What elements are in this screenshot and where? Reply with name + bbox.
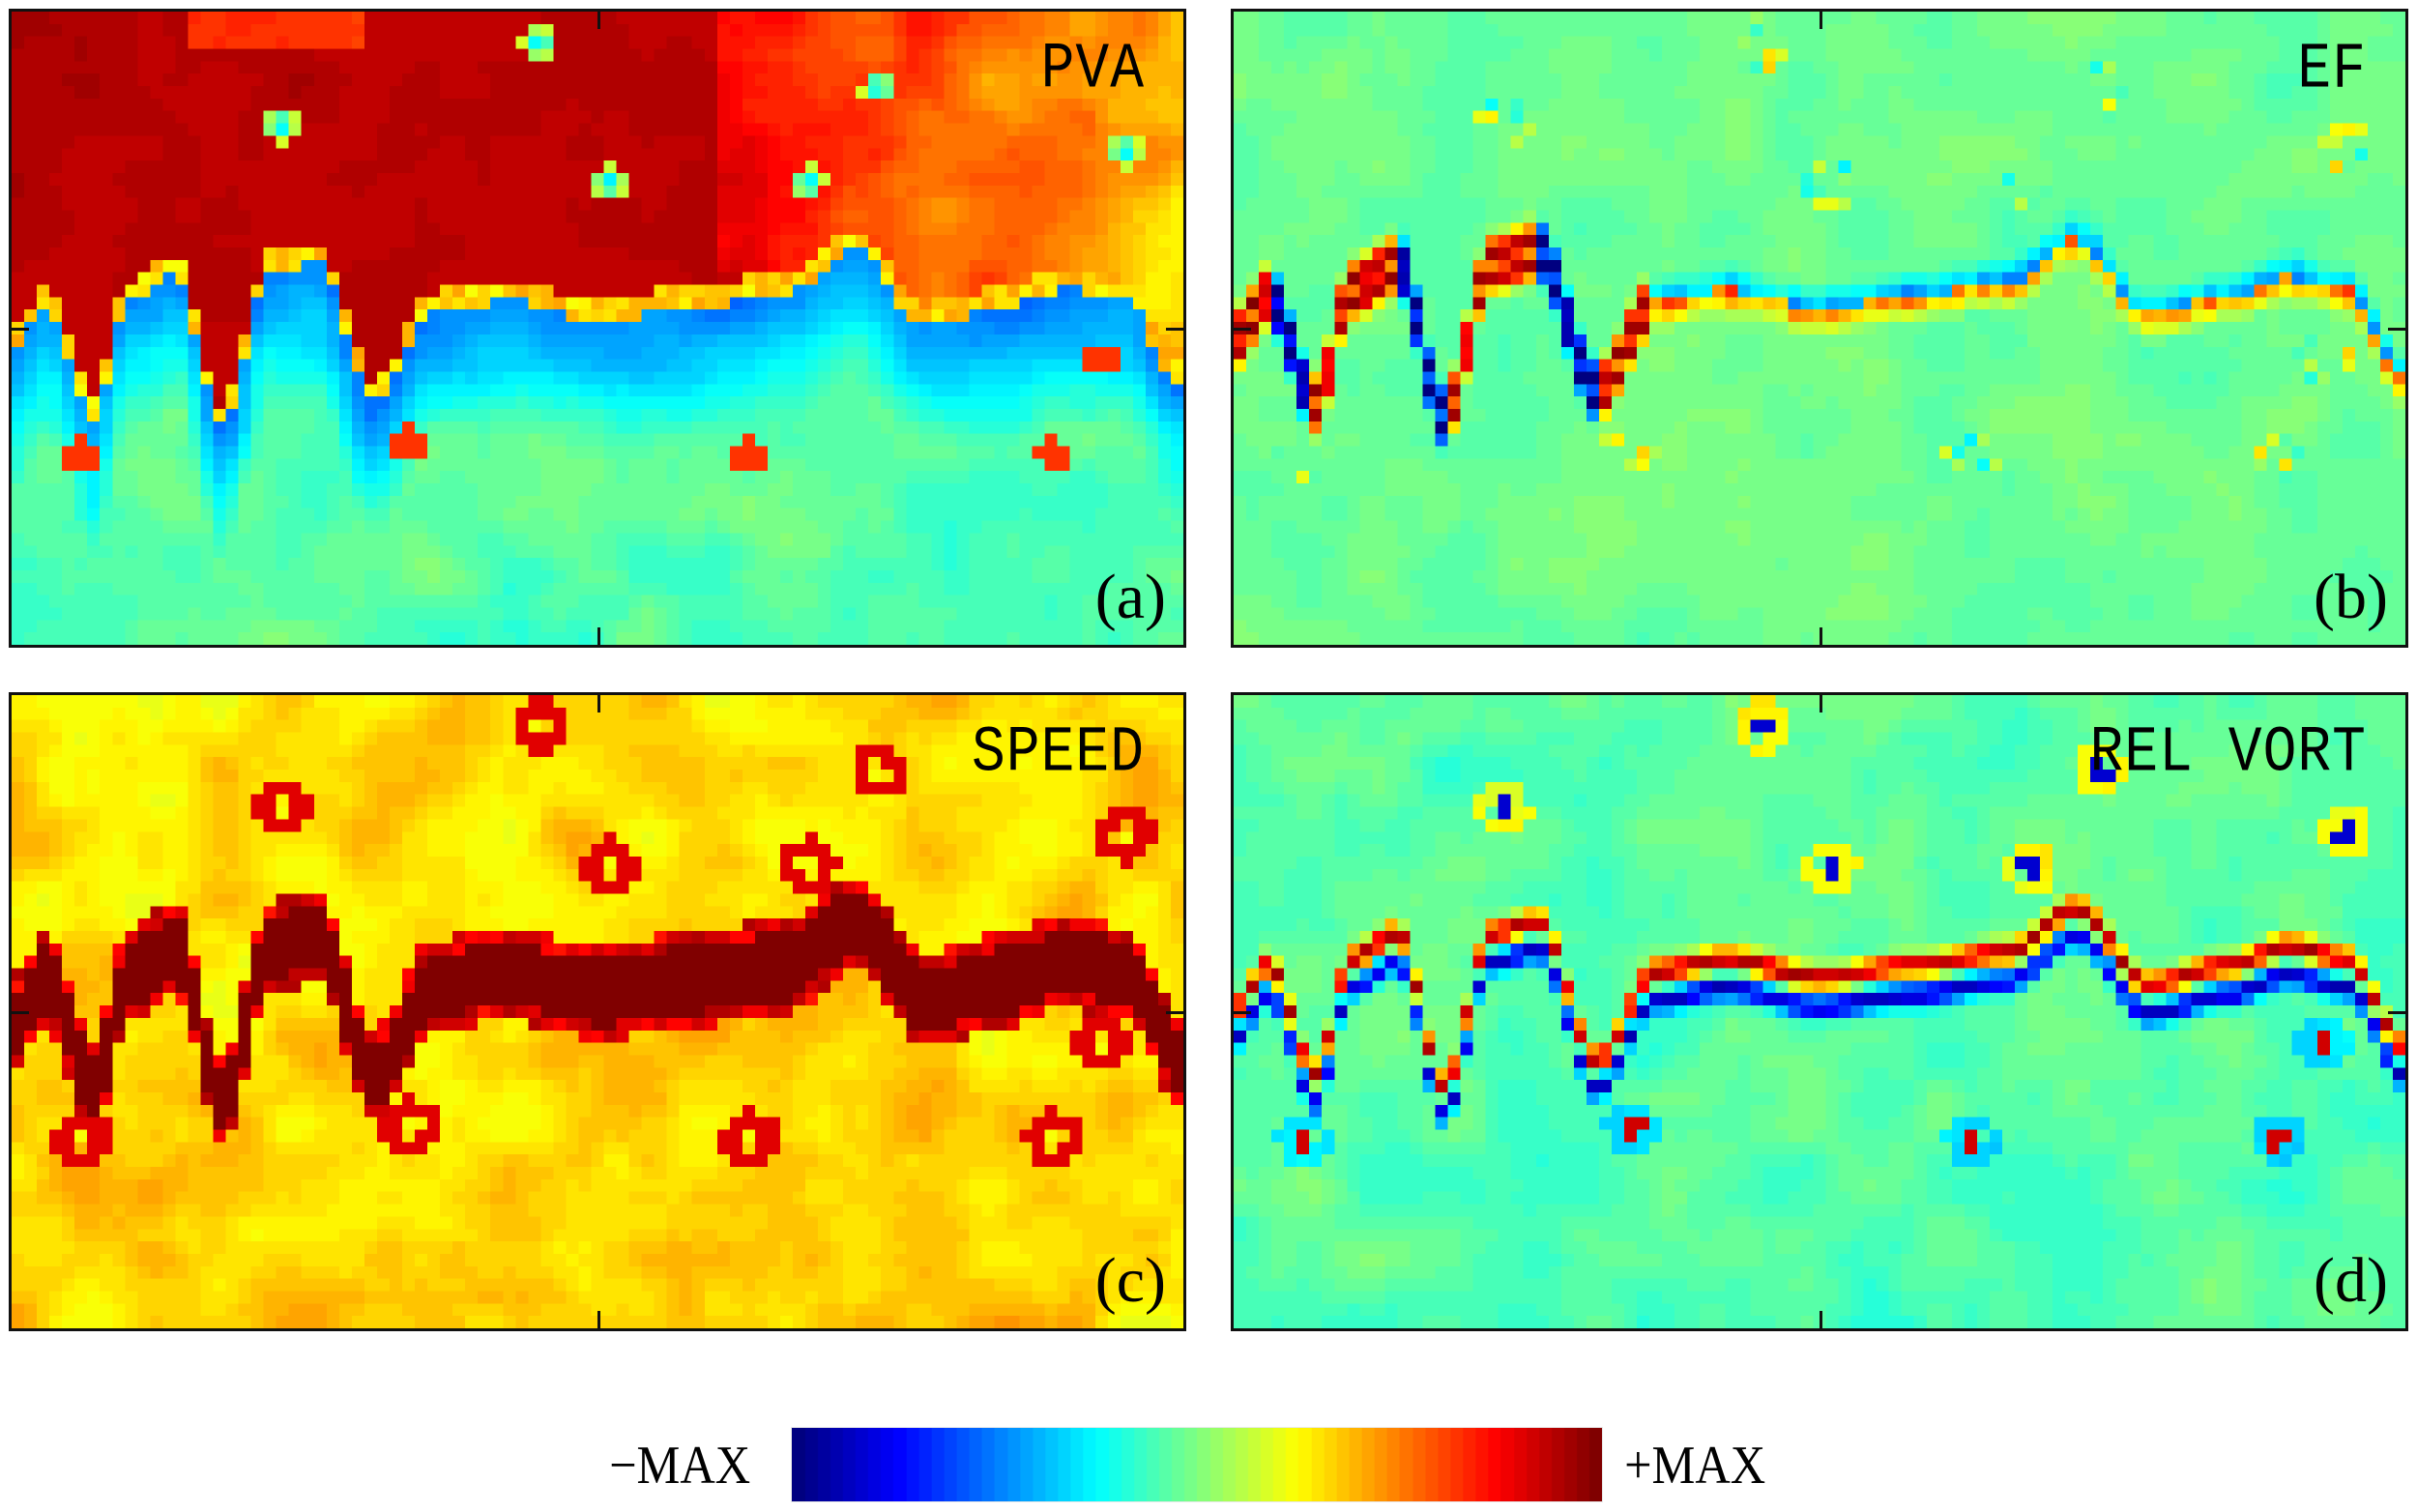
tick-top bbox=[597, 12, 600, 29]
panel-title: REL VORT bbox=[2089, 717, 2367, 791]
panel-letter: (d) bbox=[2314, 1245, 2388, 1316]
colorbar-max-label: +MAX bbox=[1624, 1436, 1766, 1496]
heatmap-rel-vort bbox=[1234, 695, 2405, 1328]
panel-rel-vort: REL VORT (d) bbox=[1231, 692, 2408, 1331]
panel-title: SPEED bbox=[971, 717, 1145, 791]
tick-left bbox=[1234, 1011, 1251, 1014]
panel-title: PVA bbox=[1040, 34, 1145, 107]
panel-letter: (a) bbox=[1094, 562, 1166, 632]
panel-title: EF bbox=[2297, 34, 2367, 107]
heatmap-pva bbox=[12, 12, 1183, 645]
tick-right bbox=[1166, 1011, 1183, 1014]
panel-ef: EF (b) bbox=[1231, 9, 2408, 648]
tick-right bbox=[2388, 328, 2405, 331]
tick-left bbox=[12, 1011, 29, 1014]
tick-bottom bbox=[1820, 627, 1822, 645]
tick-bottom bbox=[597, 1311, 600, 1328]
heatmap-ef bbox=[1234, 12, 2405, 645]
tick-top bbox=[597, 695, 600, 712]
tick-left bbox=[1234, 328, 1251, 331]
panel-pva: PVA (a) bbox=[9, 9, 1186, 648]
tick-bottom bbox=[1820, 1311, 1822, 1328]
panel-letter: (b) bbox=[2314, 562, 2388, 632]
tick-left bbox=[12, 328, 29, 331]
colorbar-min-label: −MAX bbox=[609, 1436, 751, 1496]
tick-right bbox=[2388, 1011, 2405, 1014]
tick-bottom bbox=[597, 627, 600, 645]
tick-top bbox=[1820, 12, 1822, 29]
heatmap-speed bbox=[12, 695, 1183, 1328]
panel-speed: SPEED (c) bbox=[9, 692, 1186, 1331]
panel-letter: (c) bbox=[1094, 1245, 1166, 1316]
tick-right bbox=[1166, 328, 1183, 331]
colorbar bbox=[791, 1427, 1603, 1502]
tick-top bbox=[1820, 695, 1822, 712]
